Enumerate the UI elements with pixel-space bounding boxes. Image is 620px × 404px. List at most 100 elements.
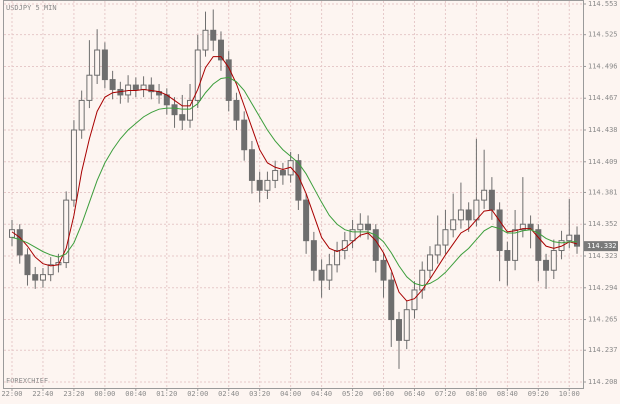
candle-body [241, 119, 248, 151]
candle-body [535, 229, 542, 261]
candle-body [388, 279, 395, 321]
x-tick-label: 22:40 [32, 390, 53, 398]
candle-body [32, 274, 39, 281]
candle-body [481, 189, 488, 201]
candle-body [171, 104, 178, 116]
candle-body [78, 99, 85, 131]
x-tick-label: 00:00 [94, 390, 115, 398]
watermark: FOREXCHIEF [6, 377, 48, 385]
candle-body [512, 229, 519, 261]
candle-body [279, 170, 286, 176]
y-tick-label: 114.496 [588, 62, 618, 70]
candle-body [303, 199, 310, 242]
candle-body [86, 74, 93, 101]
candle-body [574, 234, 581, 247]
x-tick-label: 08:40 [497, 390, 518, 398]
y-tick-label: 114.525 [588, 31, 618, 39]
x-tick-label: 23:20 [63, 390, 84, 398]
candle-body [202, 29, 209, 51]
candle-body [465, 209, 472, 221]
x-tick-label: 00:40 [125, 390, 146, 398]
candle-body [473, 199, 480, 221]
candle-body [39, 274, 46, 281]
candle-body [310, 240, 317, 271]
y-tick-label: 114.237 [588, 346, 618, 354]
candle-body [488, 189, 495, 211]
candle-body [148, 84, 155, 93]
candle-body [295, 160, 302, 201]
y-tick-label: 114.294 [588, 284, 618, 292]
candle-body [334, 250, 341, 266]
candle-body [550, 250, 557, 271]
candle-body [442, 229, 449, 246]
candle-body [396, 319, 402, 341]
candle-body [217, 39, 224, 61]
x-tick-label: 01:20 [156, 390, 177, 398]
candle-body [272, 170, 279, 181]
candle-body [403, 309, 410, 341]
x-tick-label: 05:20 [342, 390, 363, 398]
candle-body [16, 229, 23, 256]
candle-body [380, 259, 387, 281]
y-tick-label: 114.323 [588, 252, 618, 260]
candle-body [326, 264, 333, 281]
candle-body [187, 99, 194, 121]
candle-body [132, 84, 139, 90]
candle-body [357, 223, 364, 231]
y-tick-label: 114.352 [588, 220, 618, 228]
candle-body [318, 269, 325, 281]
x-tick-label: 10:00 [559, 390, 580, 398]
candle-body [411, 289, 418, 311]
x-tick-label: 04:40 [311, 390, 332, 398]
candle-body [210, 29, 217, 41]
candle-body [179, 114, 186, 121]
y-tick-label: 114.381 [588, 188, 618, 196]
candle-body [434, 244, 441, 256]
last-price-label: 114.332 [587, 242, 617, 250]
y-tick-label: 114.467 [588, 94, 618, 102]
candle-body [496, 209, 503, 252]
x-tick-label: 02:40 [218, 390, 239, 398]
candle-body [63, 199, 70, 264]
candle-body [256, 179, 263, 191]
candle-body [140, 84, 147, 90]
moving-average-line [11, 76, 578, 287]
candle-body [109, 79, 116, 90]
candle-body [519, 223, 526, 231]
plot-frame [3, 0, 584, 389]
x-tick-label: 08:00 [466, 390, 487, 398]
candle-body [543, 259, 550, 271]
candle-body [365, 223, 372, 231]
candle-body [70, 129, 77, 201]
candle-body [504, 250, 511, 261]
x-tick-label: 06:40 [404, 390, 425, 398]
moving-average-line [11, 56, 578, 302]
candle-body [24, 254, 31, 276]
y-tick-label: 114.553 [588, 0, 618, 8]
candle-body [225, 59, 232, 101]
x-tick-label: 07:20 [435, 390, 456, 398]
y-tick-label: 114.438 [588, 126, 618, 134]
candle-body [94, 49, 101, 76]
x-tick-label: 02:00 [187, 390, 208, 398]
candle-body [233, 99, 240, 121]
y-tick-label: 114.265 [588, 316, 618, 324]
candle-body [457, 209, 464, 221]
candle-body [426, 254, 433, 271]
candle-body [194, 49, 201, 101]
y-tick-label: 114.208 [588, 378, 618, 386]
candle-body [566, 234, 573, 242]
candle-body [248, 149, 255, 181]
x-tick-label: 22:00 [1, 390, 22, 398]
candle-body [101, 49, 108, 81]
x-tick-label: 09:20 [528, 390, 549, 398]
x-tick-label: 06:00 [373, 390, 394, 398]
x-tick-label: 03:20 [249, 390, 270, 398]
candle-body [125, 84, 132, 96]
chart-title: USDJPY 5 MIN [6, 4, 57, 12]
candle-body [450, 219, 457, 231]
y-tick-label: 114.409 [588, 158, 618, 166]
x-tick-label: 04:00 [280, 390, 301, 398]
